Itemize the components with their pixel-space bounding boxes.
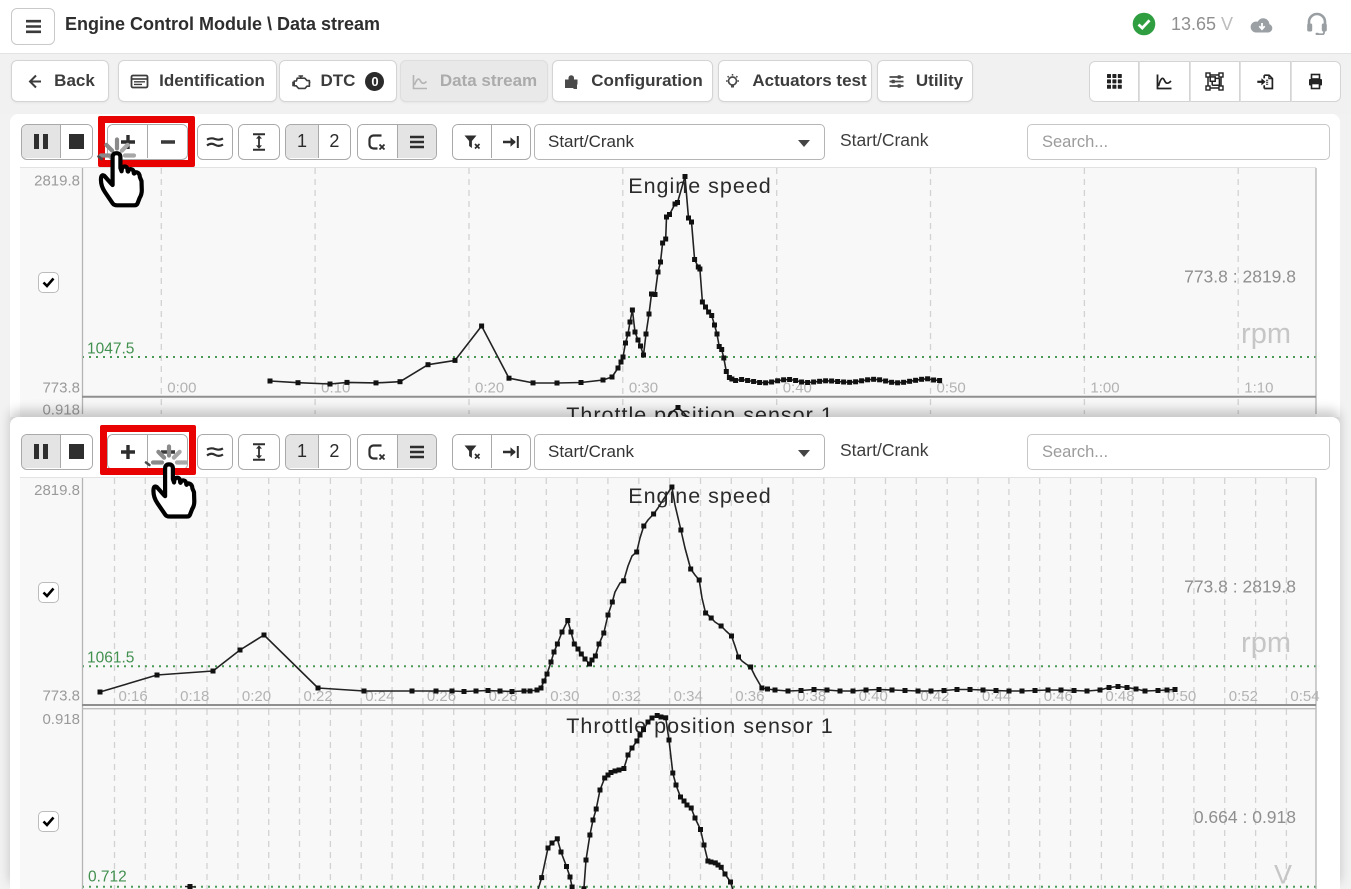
svg-text:2819.8: 2819.8 — [34, 482, 80, 499]
svg-text:2819.8: 2819.8 — [34, 173, 80, 190]
svg-text:0:20: 0:20 — [475, 380, 504, 397]
svg-text:0.712: 0.712 — [88, 869, 127, 886]
svg-text:V: V — [1274, 860, 1292, 889]
svg-text:rpm: rpm — [1241, 627, 1291, 659]
svg-text:0:24: 0:24 — [365, 688, 394, 705]
svg-text:1:10: 1:10 — [1244, 380, 1273, 397]
svg-text:Engine speed: Engine speed — [628, 484, 772, 508]
svg-text:Throttle position sensor 1: Throttle position sensor 1 — [566, 714, 833, 738]
svg-text:0:20: 0:20 — [242, 688, 271, 705]
svg-text:0:46: 0:46 — [1044, 688, 1073, 705]
svg-text:0:22: 0:22 — [304, 688, 333, 705]
svg-text:0:36: 0:36 — [735, 688, 764, 705]
svg-text:773.8 : 2819.8: 773.8 : 2819.8 — [1184, 577, 1296, 597]
svg-text:0:50: 0:50 — [1167, 688, 1196, 705]
svg-text:0:44: 0:44 — [982, 688, 1011, 705]
svg-text:0:32: 0:32 — [612, 688, 641, 705]
svg-text:1047.5: 1047.5 — [87, 341, 134, 358]
svg-text:773.8: 773.8 — [42, 688, 80, 705]
svg-text:1061.5: 1061.5 — [87, 650, 134, 667]
svg-text:Throttle position sensor 1: Throttle position sensor 1 — [566, 403, 833, 417]
svg-text:0:48: 0:48 — [1105, 688, 1134, 705]
svg-text:0:30: 0:30 — [550, 688, 579, 705]
svg-text:0.918: 0.918 — [42, 402, 80, 418]
svg-text:0:34: 0:34 — [674, 688, 703, 705]
svg-text:0:52: 0:52 — [1229, 688, 1258, 705]
svg-text:Engine speed: Engine speed — [628, 174, 772, 198]
svg-text:0:18: 0:18 — [180, 688, 209, 705]
svg-text:1:00: 1:00 — [1090, 380, 1119, 397]
svg-text:0.664 : 0.918: 0.664 : 0.918 — [1194, 807, 1296, 827]
svg-text:0:50: 0:50 — [937, 380, 966, 397]
svg-text:773.8: 773.8 — [42, 380, 80, 397]
svg-text:rpm: rpm — [1241, 318, 1291, 350]
svg-text:0:30: 0:30 — [629, 380, 658, 397]
svg-text:773.8 : 2819.8: 773.8 : 2819.8 — [1184, 267, 1296, 287]
svg-text:0:00: 0:00 — [167, 380, 196, 397]
svg-text:0:40: 0:40 — [783, 380, 812, 397]
svg-text:0:38: 0:38 — [797, 688, 826, 705]
svg-text:0:16: 0:16 — [119, 688, 148, 705]
svg-text:0:54: 0:54 — [1290, 688, 1319, 705]
svg-text:0.918: 0.918 — [42, 711, 80, 728]
